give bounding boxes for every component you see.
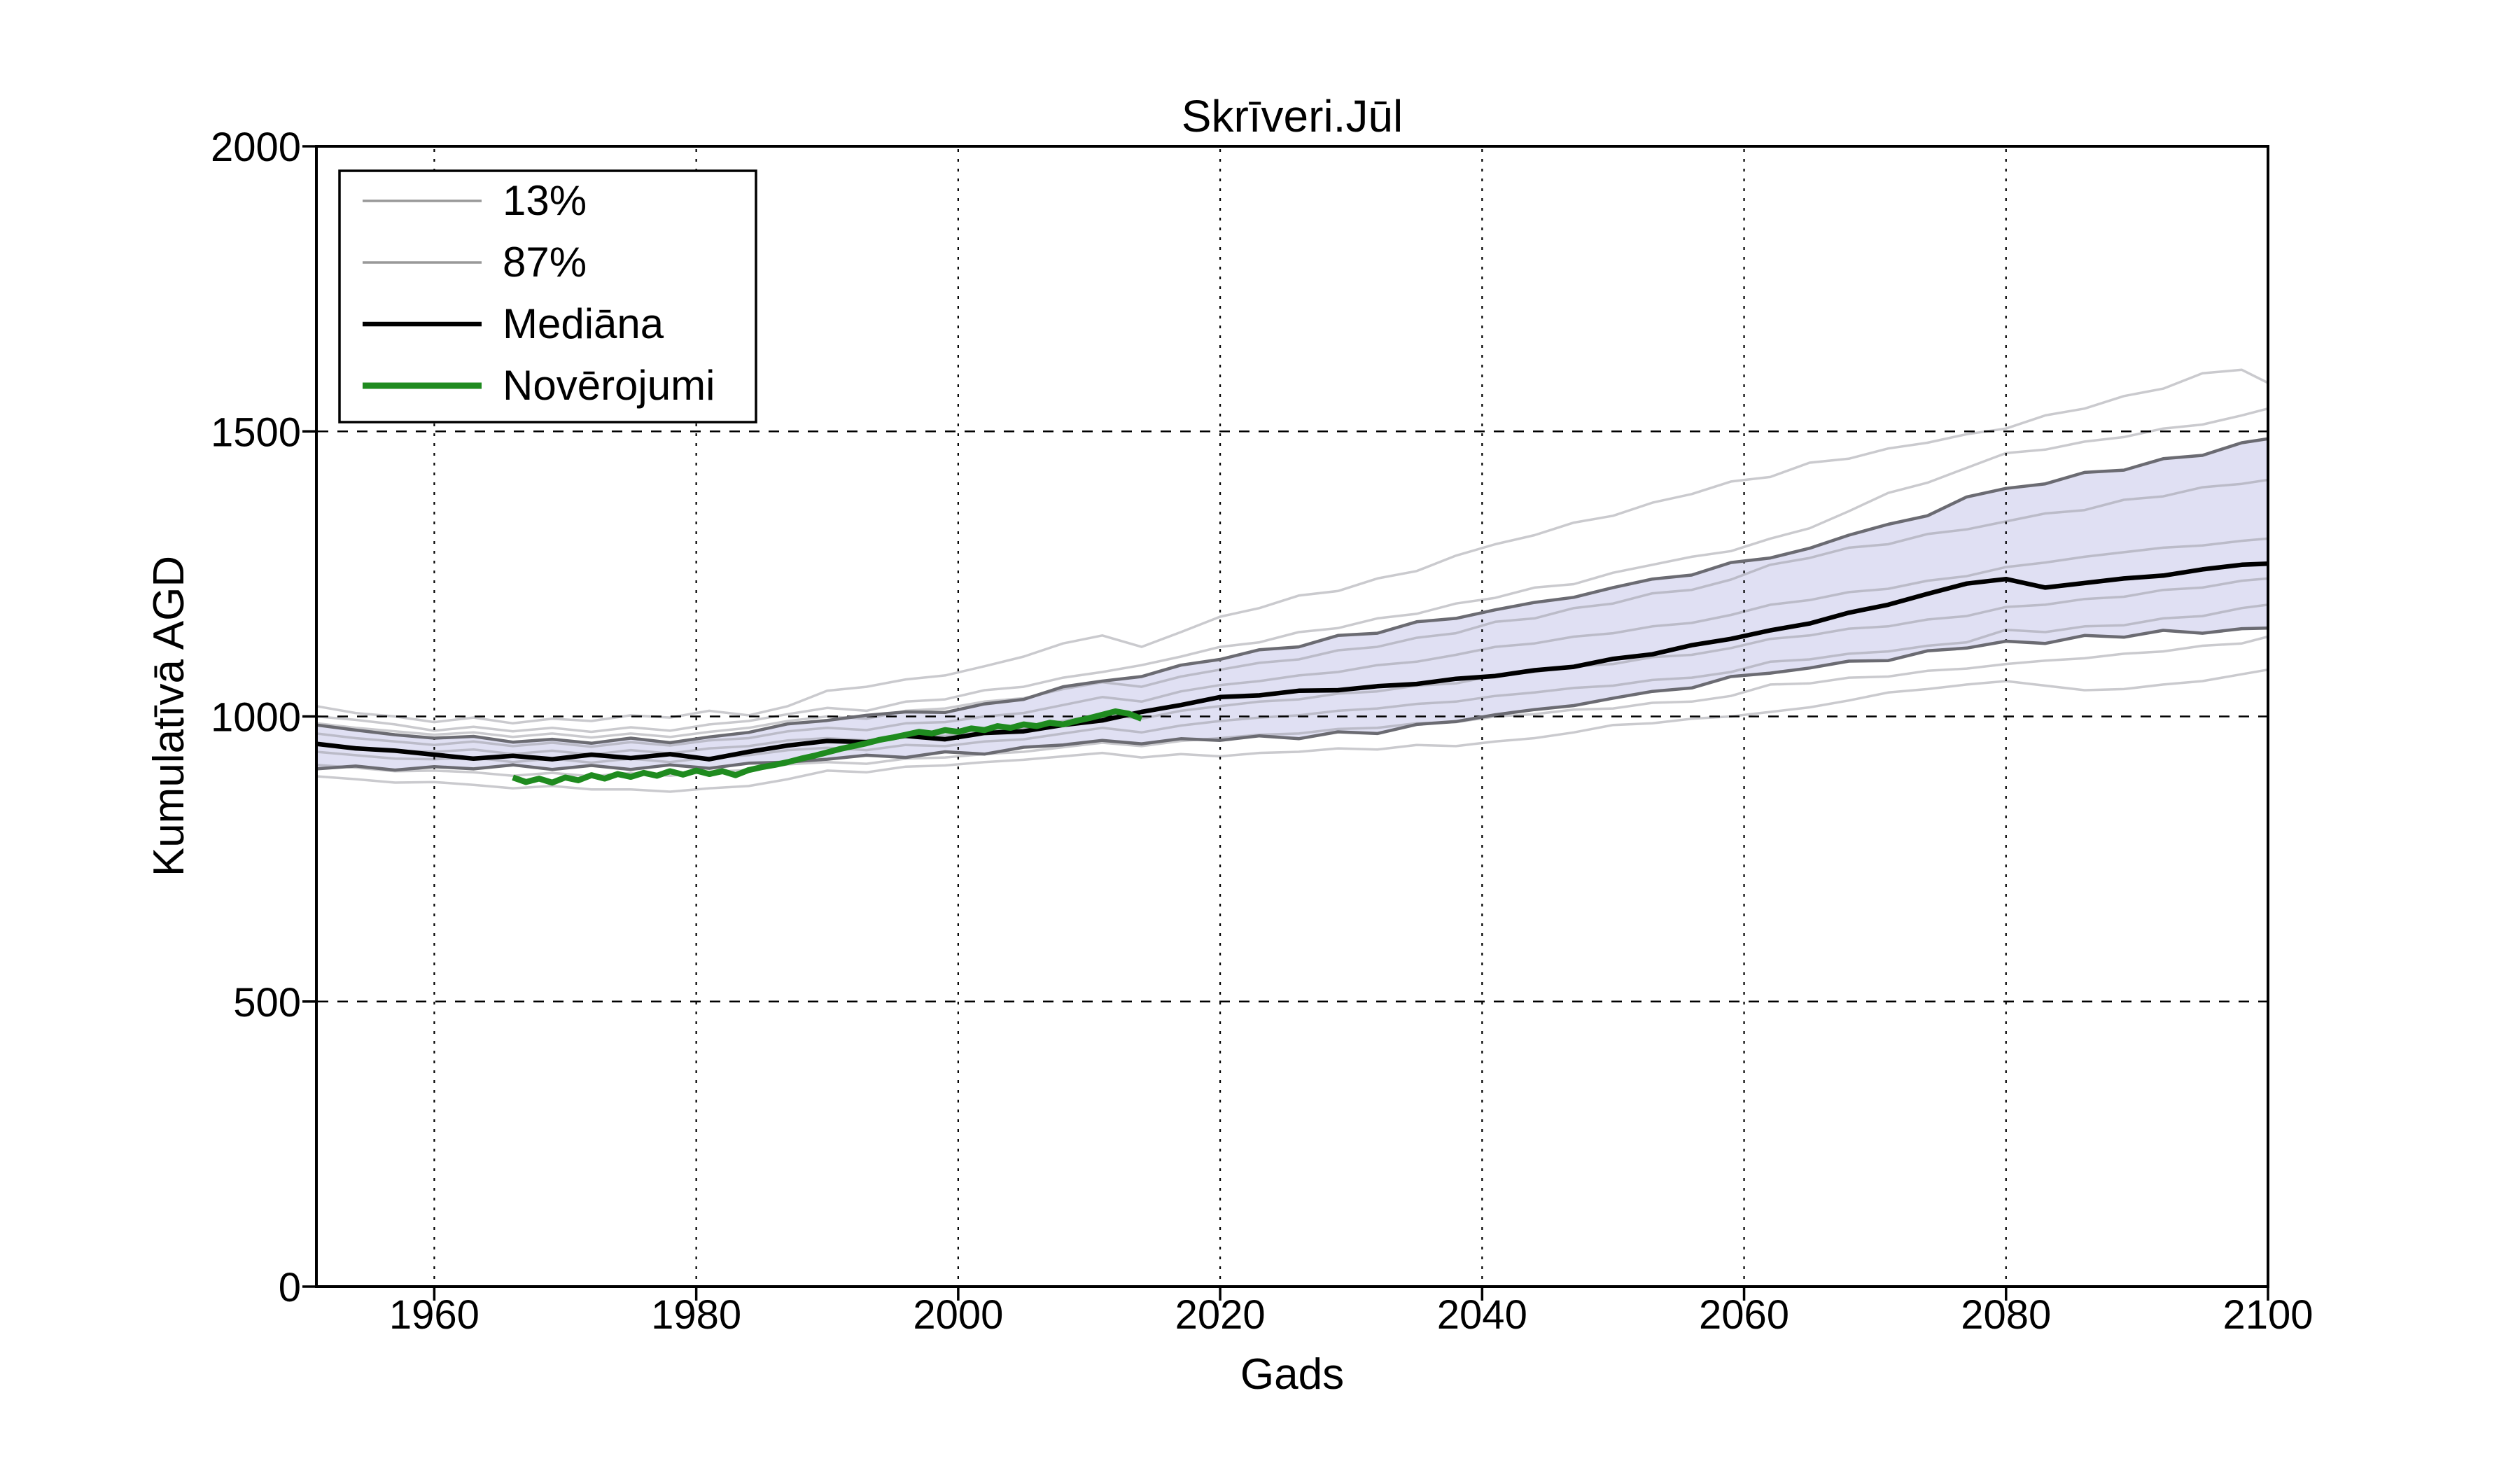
- x-tick-label: 1980: [651, 1292, 741, 1338]
- x-tick-label: 2060: [1699, 1292, 1789, 1338]
- ensemble-line: [316, 668, 2269, 793]
- legend-label-observations: Novērojumi: [503, 362, 715, 409]
- percentile-13-line: [316, 626, 2269, 772]
- legend-frame: [338, 169, 757, 424]
- y-tick-label: 1500: [211, 410, 301, 455]
- axis-tick-labels: 1960 1980 2000 2020 2040 2060 2080 2100 0 500 1000…: [211, 125, 2314, 1338]
- legend-label-median: Mediāna: [503, 300, 664, 347]
- x-tick-label: 2080: [1961, 1292, 2051, 1338]
- legend: 13% 87% Mediāna Novērojumi: [338, 169, 757, 424]
- x-axis-label: Gads: [1240, 1350, 1344, 1399]
- y-tick-label: 2000: [211, 125, 301, 170]
- percentile-87-line: [316, 437, 2269, 746]
- percentile-band: [316, 438, 2268, 771]
- legend-label-p13: 13%: [503, 177, 587, 224]
- plot-area: [316, 149, 2269, 1285]
- x-tick-label: 2020: [1175, 1292, 1266, 1338]
- y-axis-label: Kumulatīvā AGD: [145, 556, 193, 876]
- ensemble-line: [316, 478, 2269, 739]
- x-tick-label: 2040: [1437, 1292, 1527, 1338]
- x-tick-label: 2000: [913, 1292, 1003, 1338]
- legend-samples: [363, 200, 482, 389]
- y-tick-label: 0: [279, 1265, 301, 1310]
- ensemble-line: [316, 537, 2269, 748]
- ensemble-line: [316, 577, 2269, 756]
- ensemble-line: [316, 368, 2269, 725]
- legend-label-p87: 87%: [503, 239, 587, 286]
- ensemble-line: [316, 603, 2269, 764]
- x-tick-label: 1960: [389, 1292, 479, 1338]
- chart-title: Skrīveri.Jūl: [1182, 91, 1404, 141]
- axis-ticks: [302, 145, 2269, 1301]
- y-tick-label: 500: [233, 980, 301, 1026]
- ensemble-line: [316, 407, 2269, 734]
- median-line: [316, 561, 2269, 762]
- y-tick-label: 1000: [211, 695, 301, 741]
- x-tick-label: 2100: [2222, 1292, 2313, 1338]
- observations-line: [512, 708, 1143, 786]
